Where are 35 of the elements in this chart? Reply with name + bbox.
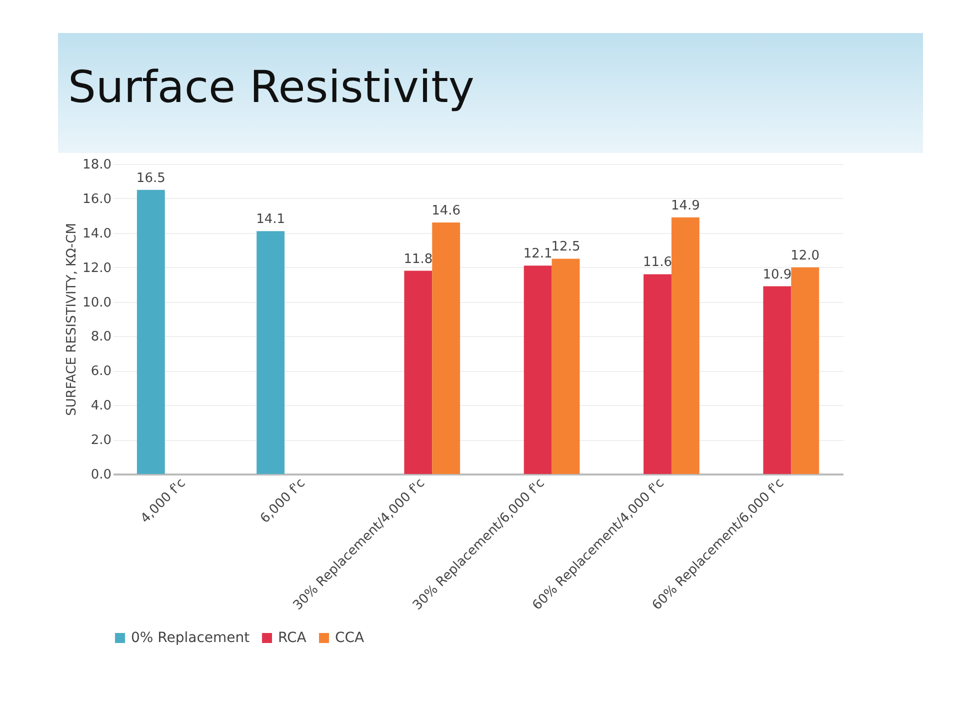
y-tick-label: 14.0 [82, 226, 112, 242]
bar [256, 231, 285, 474]
data-label: 10.9 [762, 267, 792, 282]
data-label: 16.5 [136, 170, 166, 186]
data-label: 11.6 [643, 255, 672, 270]
data-label: 12.0 [790, 248, 820, 264]
y-tick-label: 8.0 [90, 330, 112, 345]
data-label: 14.1 [256, 212, 286, 228]
y-tick-label: 16.0 [82, 192, 112, 207]
y-tick-label: 12.0 [82, 260, 112, 276]
y-tick-label: 0.0 [90, 468, 112, 482]
y-tick-label: 4.0 [90, 398, 112, 414]
data-label: 12.5 [551, 240, 580, 255]
y-tick-label: 10.0 [82, 295, 112, 310]
bar [644, 274, 672, 474]
data-label: 14.6 [432, 204, 461, 219]
bar [432, 222, 460, 474]
bar [763, 286, 792, 474]
bar [524, 266, 552, 474]
bar [136, 190, 165, 474]
legend-label: 0% Replacement [131, 630, 250, 646]
bar [671, 217, 700, 474]
data-label: 14.9 [670, 198, 700, 214]
data-label: 12.1 [523, 246, 552, 262]
legend-label: RCA [278, 630, 307, 646]
bar [404, 270, 432, 474]
chart-title: Surface Resistivity [68, 62, 474, 113]
y-tick-label: 6.0 [90, 364, 112, 380]
legend-label: CCA [335, 630, 365, 646]
y-axis-title: SURFACE RESISTIVITY, KΩ-CM [64, 223, 80, 416]
y-tick-label: 2.0 [90, 433, 112, 448]
data-label: 11.8 [404, 252, 433, 267]
bar [552, 258, 580, 474]
y-tick-label: 18.0 [82, 158, 112, 172]
bar [791, 267, 820, 474]
